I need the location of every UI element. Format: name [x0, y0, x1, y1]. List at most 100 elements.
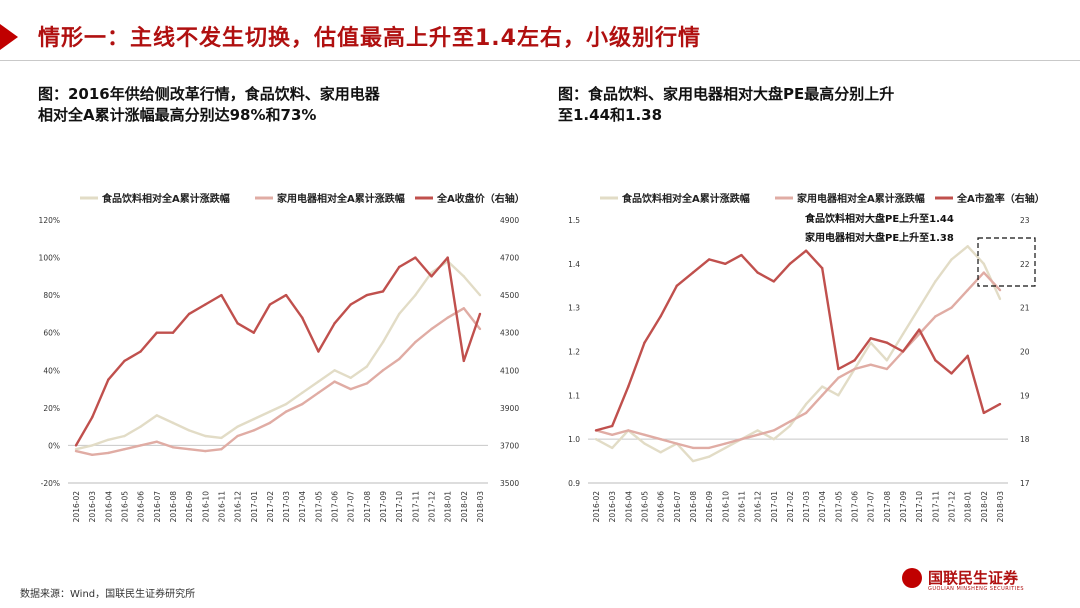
data-point-0 [643, 442, 646, 445]
y-left-tick-label: 20% [43, 404, 60, 413]
data-point-2 [107, 378, 110, 381]
data-point-1 [998, 288, 1002, 292]
data-point-0 [139, 425, 142, 428]
data-point-2 [236, 322, 239, 325]
left-caption-line-2: 相对全A累计涨幅最高分别达98%和73% [38, 106, 317, 124]
data-point-2 [966, 354, 969, 358]
data-point-0 [187, 429, 191, 432]
series-line-2 [74, 256, 482, 446]
right-chart: 食品饮料相对全A累计涨跌幅 家用电器相对全A累计涨跌幅 全A市盈率（右轴） 1.5 1.… [568, 192, 1045, 523]
x-tick-label: 2016-06 [137, 491, 146, 523]
data-point-0 [478, 293, 482, 297]
data-point-2 [284, 293, 288, 297]
data-point-1 [90, 453, 94, 457]
y-right-tick-label: 4700 [500, 254, 519, 263]
y-right-tick-label: 4500 [500, 291, 519, 300]
x-tick-label: 2017-03 [282, 491, 291, 523]
legend-label-0: 食品饮料相对全A累计涨跌幅 [101, 192, 230, 205]
data-point-1 [301, 402, 304, 406]
data-point-2 [349, 303, 352, 306]
x-tick-label: 2017-05 [834, 491, 843, 523]
data-point-2 [204, 303, 207, 306]
data-point-2 [885, 341, 889, 344]
data-point-0 [885, 359, 889, 362]
title-divider [0, 60, 1080, 61]
x-tick-label: 2016-06 [657, 491, 666, 523]
data-point-2 [155, 331, 158, 334]
x-tick-label: 2016-12 [234, 491, 243, 523]
data-point-2 [821, 267, 824, 270]
data-point-1 [187, 447, 191, 451]
y-right-tick-label: 23 [1020, 216, 1030, 225]
data-point-0 [381, 340, 385, 344]
y-left-tick-label: 1.5 [568, 216, 580, 225]
x-tick-label: 2016-04 [104, 491, 113, 523]
right-caption-line-2: 至1.44和1.38 [558, 106, 663, 124]
data-point-0 [918, 306, 921, 309]
data-point-2 [643, 341, 646, 344]
y-right-tick-label: 4900 [500, 216, 519, 225]
data-point-1 [788, 420, 792, 423]
data-point-0 [998, 297, 1002, 301]
data-point-0 [333, 369, 336, 372]
x-tick-label: 2017-06 [851, 491, 860, 523]
data-point-2 [381, 290, 385, 293]
x-tick-label: 2018-02 [980, 491, 989, 523]
data-point-0 [462, 275, 466, 278]
data-point-2 [982, 411, 986, 415]
data-point-0 [707, 455, 711, 458]
x-tick-label: 2018-01 [444, 491, 453, 523]
data-point-1 [365, 382, 369, 385]
data-point-1 [675, 442, 678, 445]
data-point-1 [204, 449, 207, 453]
x-tick-label: 2016-07 [673, 491, 682, 523]
y-right-tick-label: 3500 [500, 479, 519, 488]
data-point-2 [365, 293, 369, 297]
x-tick-label: 2016-05 [640, 491, 649, 523]
data-point-1 [252, 429, 255, 432]
x-tick-label: 2016-09 [705, 491, 714, 523]
page-title: 情形一：主线不发生切换，估值最高上升至1.4左右，小级别行情 [38, 26, 701, 51]
data-point-2 [462, 359, 466, 363]
data-point-0 [756, 429, 759, 432]
data-point-0 [220, 436, 223, 440]
y-left-tick-label: 100% [39, 254, 60, 263]
data-point-2 [627, 385, 630, 388]
data-point-2 [869, 337, 872, 340]
y-left-tick-label: 1.1 [568, 391, 580, 400]
right-chart-caption: 图：食品饮料、家用电器相对大盘PE最高分别上升 至1.44和1.38 [558, 84, 1028, 126]
x-tick-label: 2017-08 [363, 491, 372, 523]
y-left-tick-label: 120% [39, 216, 60, 225]
data-point-1 [171, 446, 175, 449]
data-point-0 [966, 245, 969, 248]
series-line-2 [595, 249, 1001, 432]
x-tick-label: 2016-02 [592, 491, 601, 523]
y-left-tick-label: 1.3 [568, 304, 580, 313]
left-chart: 食品饮料相对全A累计涨跌幅 家用电器相对全A累计涨跌幅 全A收盘价（右轴） 120% 1… [39, 192, 525, 523]
y-left-tick-label: 0% [48, 441, 60, 450]
x-tick-label: 2017-01 [770, 491, 779, 523]
data-point-2 [594, 429, 598, 432]
x-tick-label: 2017-09 [899, 491, 908, 523]
data-point-2 [853, 359, 856, 362]
data-point-1 [643, 433, 646, 436]
y-right-tick-label: 3700 [500, 441, 519, 450]
data-point-2 [414, 256, 417, 259]
data-point-1 [220, 447, 223, 451]
data-point-0 [365, 365, 369, 368]
x-tick-label: 2016-03 [88, 491, 97, 523]
data-point-0 [804, 402, 808, 406]
y-left-tick-label: 0.9 [568, 479, 580, 488]
y-left-tick-label: 40% [43, 366, 60, 375]
data-point-1 [155, 440, 158, 443]
data-point-1 [462, 307, 466, 310]
x-tick-label: 2017-08 [883, 491, 892, 523]
x-tick-label: 2017-09 [379, 491, 388, 523]
data-point-0 [772, 437, 775, 441]
data-point-0 [171, 421, 175, 425]
data-point-2 [950, 372, 953, 375]
data-point-1 [284, 410, 288, 413]
data-point-2 [74, 444, 78, 447]
data-point-2 [756, 271, 759, 274]
data-point-1 [107, 451, 110, 455]
